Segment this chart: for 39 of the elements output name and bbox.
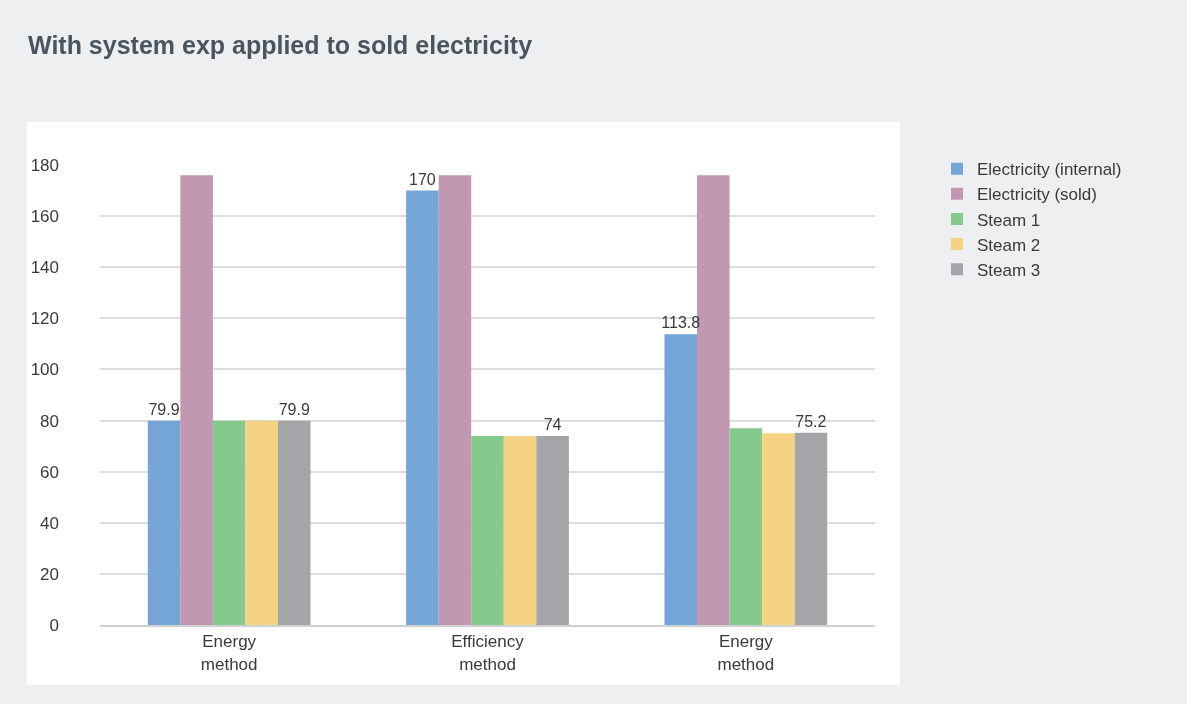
bar xyxy=(664,334,698,625)
y-tick-label: 20 xyxy=(40,564,59,584)
legend-label: Steam 1 xyxy=(977,210,1041,230)
y-tick-label: 0 xyxy=(49,615,59,635)
y-tick-label: 140 xyxy=(30,258,59,278)
bar xyxy=(729,428,763,625)
data-label: 79.9 xyxy=(278,400,310,418)
bar xyxy=(180,175,213,625)
bar xyxy=(536,435,569,625)
bar xyxy=(212,420,246,625)
data-label: 74 xyxy=(543,415,562,433)
bar xyxy=(794,432,828,625)
bar xyxy=(471,435,504,625)
y-tick-label: 40 xyxy=(40,513,59,533)
bar xyxy=(406,190,439,625)
legend-label: Steam 3 xyxy=(977,260,1041,280)
bar xyxy=(245,420,278,625)
bar xyxy=(277,420,311,625)
y-tick-label: 160 xyxy=(30,207,59,227)
y-tick-label: 180 xyxy=(30,155,59,175)
data-label: 170 xyxy=(409,170,436,188)
x-tick-label: Energy method xyxy=(717,632,775,674)
y-tick-label: 100 xyxy=(30,360,59,380)
bar xyxy=(503,435,537,625)
bar xyxy=(438,175,472,625)
legend-label: Electricity (sold) xyxy=(977,185,1097,205)
data-label: 113.8 xyxy=(661,314,701,332)
x-tick-label: Energy method xyxy=(200,632,258,674)
y-tick-label: 60 xyxy=(40,462,59,482)
bar xyxy=(147,420,181,625)
y-tick-label: 80 xyxy=(40,411,59,431)
x-tick-label: Efficiency method xyxy=(451,632,525,674)
y-tick-label: 120 xyxy=(30,309,59,329)
data-label: 75.2 xyxy=(795,412,827,430)
data-label: 79.9 xyxy=(148,400,180,418)
chart-title: With system exp applied to sold electricity xyxy=(28,30,533,59)
legend-label: Steam 2 xyxy=(977,235,1041,255)
bar xyxy=(762,433,795,625)
legend-label: Electricity (internal) xyxy=(977,160,1122,180)
